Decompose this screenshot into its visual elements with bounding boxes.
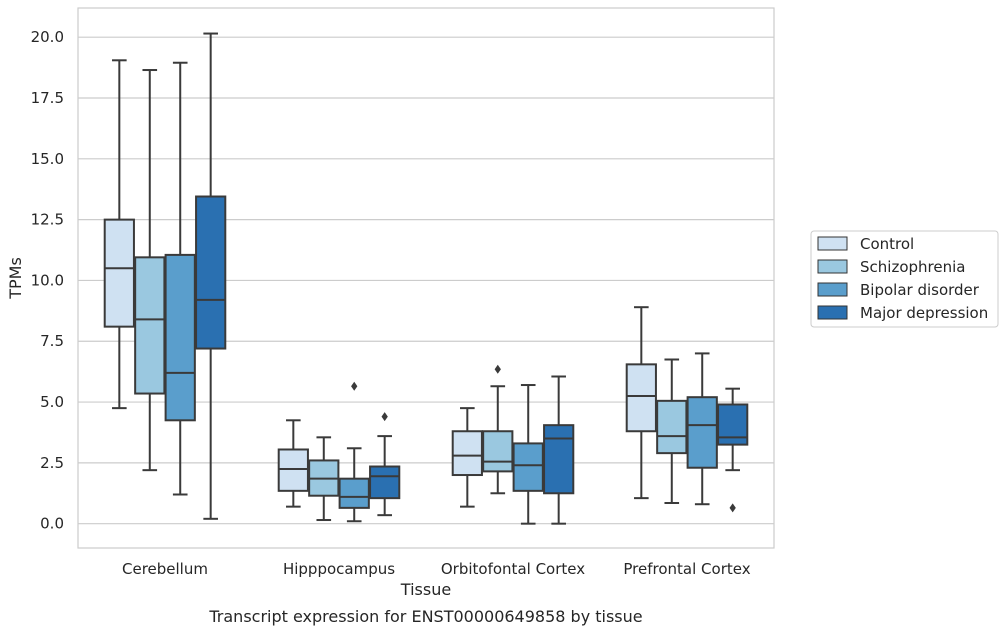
- x-tick-label: Prefrontal Cortex: [623, 560, 750, 578]
- legend: Control Schizophrenia Bipolar disorder Majo…: [810, 230, 999, 328]
- box-iqr: [717, 403, 749, 446]
- x-tick-label: Orbitofontal Cortex: [441, 560, 585, 578]
- box-iqr: [625, 363, 657, 433]
- box-iqr: [277, 448, 309, 492]
- y-tick-label: 10.0: [31, 271, 64, 289]
- y-tick-label: 12.5: [31, 211, 64, 229]
- box-iqr: [543, 424, 575, 495]
- legend-swatch: [817, 259, 848, 274]
- box-schizophrenia: [134, 69, 166, 472]
- legend-label: Major depression: [860, 304, 988, 322]
- box-control: [451, 407, 483, 508]
- box-schizophrenia: [308, 436, 340, 522]
- y-tick-label: 0.0: [40, 515, 64, 533]
- legend-swatch: [817, 282, 848, 297]
- x-tick-label: Cerebellum: [122, 560, 208, 578]
- legend-frame: [810, 230, 999, 328]
- legend-label: Schizophrenia: [860, 258, 965, 276]
- chart-caption: Transcript expression for ENST0000064985…: [208, 607, 642, 626]
- box-control: [277, 419, 309, 508]
- box-iqr: [451, 430, 483, 477]
- box-major-depression: [369, 412, 401, 517]
- legend-swatch: [817, 236, 848, 251]
- y-tick-label: 15.0: [31, 150, 64, 168]
- box-major-depression: [195, 32, 227, 520]
- box-groups: [103, 32, 749, 525]
- y-tick-label: 17.5: [31, 89, 64, 107]
- box-iqr: [686, 396, 718, 469]
- box-bipolar-disorder: [686, 352, 718, 506]
- box-major-depression: [543, 375, 575, 525]
- y-tick-labels: 0.0 2.5 5.0 7.5 10.0 12.5 15.0 17.5 20.0: [31, 28, 64, 532]
- box-bipolar-disorder: [164, 61, 196, 496]
- box-control: [625, 306, 657, 500]
- gridlines: [78, 36, 774, 525]
- legend-label: Control: [860, 235, 914, 253]
- box-iqr: [369, 465, 401, 500]
- box-iqr: [195, 195, 227, 350]
- box-major-depression: [717, 387, 749, 513]
- x-tick-label: Hipppocampus: [283, 560, 395, 578]
- box-iqr: [103, 218, 135, 328]
- y-tick-label: 2.5: [40, 454, 64, 472]
- y-tick-label: 20.0: [31, 28, 64, 46]
- outlier-point: [381, 412, 388, 422]
- box-schizophrenia: [482, 364, 514, 495]
- box-iqr: [512, 442, 544, 492]
- y-axis-label: TPMs: [6, 257, 25, 300]
- box-iqr: [656, 399, 688, 455]
- box-bipolar-disorder: [338, 381, 370, 523]
- x-tick-labels: Cerebellum Hipppocampus Orbitofontal Corte…: [122, 560, 751, 578]
- box-iqr: [164, 253, 196, 422]
- outlier-point: [729, 503, 736, 513]
- box-control: [103, 59, 135, 410]
- y-tick-label: 7.5: [40, 332, 64, 350]
- box-iqr: [338, 477, 370, 509]
- box-bipolar-disorder: [512, 384, 544, 525]
- legend-swatch: [817, 305, 848, 320]
- x-axis-label: Tissue: [400, 580, 451, 599]
- outlier-point: [494, 364, 501, 374]
- y-tick-label: 5.0: [40, 393, 64, 411]
- box-iqr: [482, 430, 514, 473]
- box-iqr: [134, 256, 166, 395]
- outlier-point: [351, 381, 358, 391]
- box-schizophrenia: [656, 358, 688, 504]
- legend-label: Bipolar disorder: [860, 281, 980, 299]
